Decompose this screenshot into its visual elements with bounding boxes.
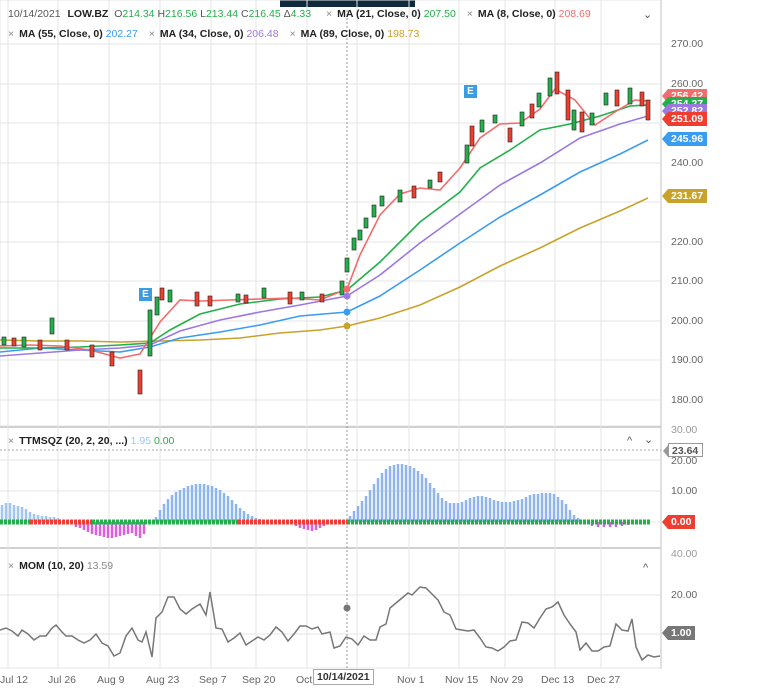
x-axis-label: Dec 27 <box>587 674 621 686</box>
ma8-value: 208.69 <box>558 8 591 20</box>
x-axis-label: Dec 13 <box>541 674 575 686</box>
remove-ma55-icon[interactable]: × <box>8 28 15 40</box>
ma55-value: 202.27 <box>105 28 138 40</box>
price-axis-label: 220.00 <box>671 236 704 248</box>
mom-tag: 1.00 <box>661 626 696 640</box>
remove-ma34-icon[interactable]: × <box>148 28 155 40</box>
ttmsqz-label[interactable]: TTMSQZ (20, 2, 20, ...) <box>19 435 128 447</box>
ma34-line <box>0 115 649 357</box>
top-toolbar-bar <box>280 0 415 7</box>
ma8-line <box>0 87 649 359</box>
ttmsqz-expand-icon[interactable]: ⌄ <box>644 434 654 446</box>
x-axis-label: Nov 29 <box>490 674 524 686</box>
high-value: 216.56 <box>165 8 198 20</box>
mom-axis-label: 20.00 <box>671 589 698 601</box>
price-axis-label: 210.00 <box>671 275 704 287</box>
ma89-price-tag: 231.67 <box>661 189 708 203</box>
x-axis-label: Jul 12 <box>0 674 29 686</box>
ma21-line <box>0 104 649 349</box>
low-value: 213.44 <box>205 8 239 20</box>
ttmsqz-legend: × TTMSQZ (20, 2, 20, ...) 1.95 0.00 <box>8 435 174 447</box>
remove-ma21-icon[interactable]: × <box>326 8 333 20</box>
change-value: 4.33 <box>290 8 312 20</box>
last-price-tag: 251.09 <box>661 112 708 126</box>
ttmsqz-axis-label: 10.00 <box>671 485 698 497</box>
mom-line <box>0 586 661 662</box>
open-value: 214.34 <box>122 8 155 20</box>
ttmsqz-axis-label: 30.00 <box>671 424 698 436</box>
mom-axis-label: 40.00 <box>671 548 698 560</box>
mom-value: 13.59 <box>86 560 114 572</box>
earnings-badge-aug[interactable]: E <box>139 288 152 301</box>
price-axis-label: 260.00 <box>671 78 704 90</box>
ttmsqz-collapse-icon[interactable]: ^ <box>627 435 633 447</box>
x-axis-label: Nov 15 <box>445 674 479 686</box>
price-legend: 10/14/2021 LOW.BZ O214.34 H216.56 L213.4… <box>8 8 591 20</box>
ttmsqz-zero-tag: 0.00 <box>661 515 696 529</box>
ma55-label[interactable]: MA (55, Close, 0) <box>19 28 103 40</box>
x-axis-label: Sep 7 <box>199 674 227 686</box>
price-axis-label: 200.00 <box>671 315 704 327</box>
ma8-label[interactable]: MA (8, Close, 0) <box>477 8 556 20</box>
legend-expand-chevron-icon[interactable]: ⌄ <box>643 9 653 21</box>
remove-mom-icon[interactable]: × <box>8 560 15 572</box>
remove-ttmsqz-icon[interactable]: × <box>8 435 15 447</box>
crosshair-date: 10/14/2021 <box>8 8 61 20</box>
x-axis-label: Sep 20 <box>242 674 276 686</box>
x-axis-label: Aug 9 <box>97 674 125 686</box>
ttmsqz-high-tag: 23.64 <box>662 443 704 458</box>
symbol: LOW.BZ <box>67 8 109 20</box>
price-axis-label: 180.00 <box>671 394 704 406</box>
x-axis-label: Jul 26 <box>48 674 77 686</box>
ma89-label[interactable]: MA (89, Close, 0) <box>300 28 385 40</box>
ma55-line <box>0 139 649 353</box>
ma34-value: 206.48 <box>246 28 279 40</box>
mom-collapse-icon[interactable]: ^ <box>643 562 649 574</box>
ma21-label[interactable]: MA (21, Close, 0) <box>337 8 421 20</box>
candlesticks <box>1 71 651 395</box>
ma55-price-tag: 245.96 <box>661 132 708 146</box>
ma21-value: 207.50 <box>423 8 456 20</box>
price-axis-label: 270.00 <box>671 38 704 50</box>
x-axis-label: Aug 23 <box>146 674 180 686</box>
remove-ma89-icon[interactable]: × <box>289 28 296 40</box>
ma34-label[interactable]: MA (34, Close, 0) <box>159 28 244 40</box>
vertical-gridlines <box>7 0 602 668</box>
ma-legend-row2: × MA (55, Close, 0) 202.27 × MA (34, Close… <box>8 28 419 40</box>
ttmsqz-axis-label: 20.00 <box>671 455 698 467</box>
ttmsqz-histogram <box>0 464 650 538</box>
remove-ma8-icon[interactable]: × <box>466 8 473 20</box>
price-axis-label: 190.00 <box>671 354 704 366</box>
price-gridlines <box>0 43 661 635</box>
mom-legend: × MOM (10, 20) 13.59 <box>8 560 113 572</box>
ttmsqz-value1: 1.95 <box>130 435 152 447</box>
ttmsqz-value2: 0.00 <box>153 435 175 447</box>
mom-label[interactable]: MOM (10, 20) <box>19 560 84 572</box>
earnings-badge-nov[interactable]: E <box>464 85 477 98</box>
price-axis-label: 240.00 <box>671 157 704 169</box>
x-axis-label: Nov 1 <box>397 674 425 686</box>
crosshair-date-label: 10/14/2021 <box>313 669 374 685</box>
ma89-value: 198.73 <box>387 28 420 40</box>
ma89-line <box>0 197 649 343</box>
close-value: 216.45 <box>248 8 281 20</box>
